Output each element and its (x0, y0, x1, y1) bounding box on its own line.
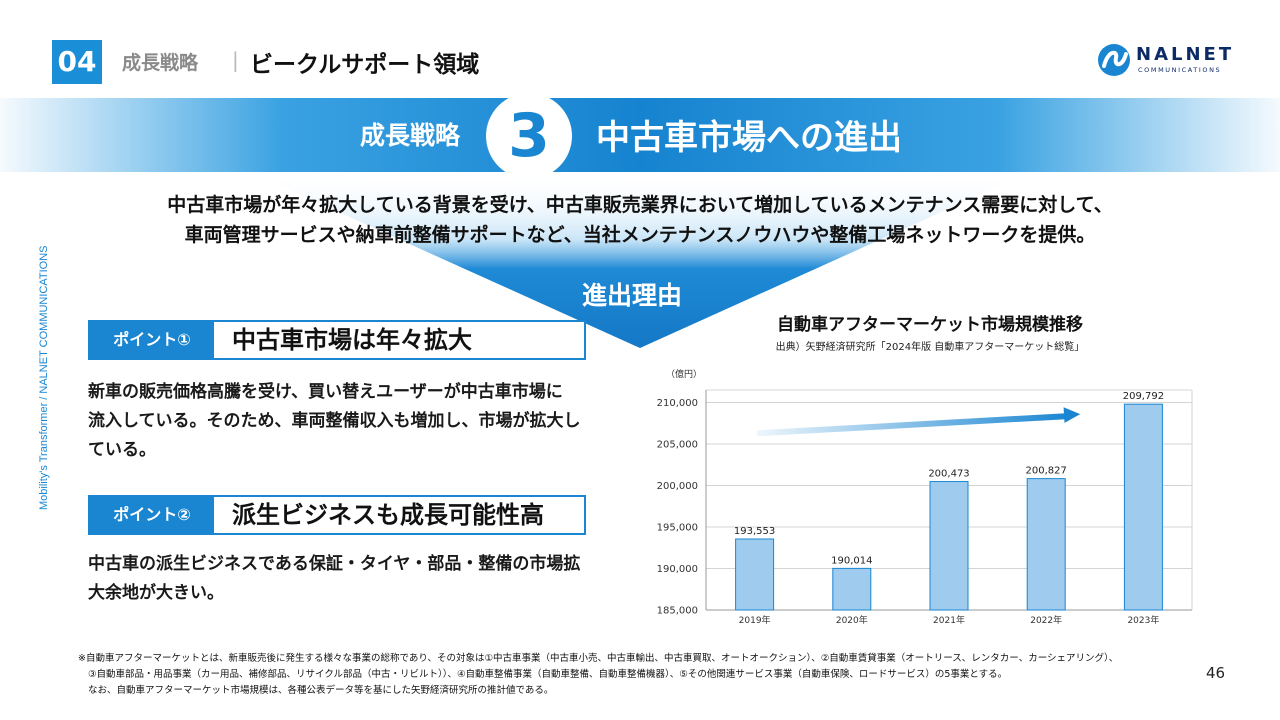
body-line: 中古車の派生ビジネスである保証・タイヤ・部品・整備の市場拡 (88, 554, 581, 574)
data-label: 209,792 (1123, 391, 1164, 402)
funnel-graphic (250, 172, 1030, 348)
strategy-number-circle: 3 (486, 93, 572, 179)
bar (832, 567, 872, 611)
footnote-line: ※自動車アフターマーケットとは、新車販売後に発生する様々な事業の総称であり、その… (78, 653, 1119, 664)
point-2-body: 中古車の派生ビジネスである保証・タイヤ・部品・整備の市場拡 大余地が大きい。 (88, 550, 598, 608)
point-1-heading: 中古車市場は年々拡大 (232, 326, 472, 354)
x-tick-label: 2023年 (1127, 614, 1159, 626)
point-1-body: 新車の販売価格高騰を受け、買い替えユーザーが中古車市場に 流入している。そのため… (88, 378, 598, 465)
y-tick-label: 210,000 (657, 398, 698, 409)
trend-arrow-head (1063, 407, 1081, 423)
intro-line: 中古車市場が年々拡大している背景を受け、中古車販売業界において増加しているメンテ… (167, 194, 1113, 216)
y-tick-label: 200,000 (657, 481, 698, 492)
reason-label: 進出理由 (582, 281, 683, 310)
y-tick-label: 205,000 (657, 439, 698, 450)
header-separator: | (232, 48, 239, 72)
nalnet-logo: NALNET COMMUNICATIONS (1096, 40, 1236, 80)
point-2-tag: ポイント② (90, 497, 214, 533)
strategy-banner (0, 98, 1280, 172)
page-number: 46 (1206, 664, 1226, 682)
point-1-tag: ポイント① (90, 322, 214, 358)
y-tick-label: 185,000 (657, 606, 698, 617)
banner-label: 成長戦略 (360, 121, 461, 150)
point-1-box: ポイント① 中古車市場は年々拡大 (88, 320, 586, 360)
logo-name: NALNET (1136, 44, 1235, 65)
chart-unit-label: （億円） (666, 368, 702, 380)
logo-mark-icon (1098, 44, 1130, 76)
footnote-line: なお、自動車アフターマーケット市場規模は、各種公表データ等を基にした矢野経済研究… (88, 685, 554, 696)
point-2-box: ポイント② 派生ビジネスも成長可能性高 (88, 495, 586, 535)
body-line: 新車の販売価格高騰を受け、買い替えユーザーが中古車市場に (88, 382, 563, 402)
trend-arrow-line (756, 413, 1072, 437)
body-line: ている。 (88, 440, 156, 460)
intro-line: 車両管理サービスや納車前整備サポートなど、当社メンテナンスノウハウや整備工場ネッ… (184, 224, 1096, 246)
footnote: ※自動車アフターマーケットとは、新車販売後に発生する様々な事業の総称であり、その… (78, 651, 1188, 699)
chart-title: 自動車アフターマーケット市場規模推移 (777, 315, 1083, 335)
section-number-badge: 04 (52, 40, 102, 84)
data-label: 193,553 (734, 526, 775, 537)
bar (1026, 478, 1066, 611)
data-label: 200,827 (1026, 466, 1067, 477)
bar (1123, 403, 1163, 611)
body-line: 大余地が大きい。 (88, 583, 224, 603)
x-tick-label: 2021年 (933, 614, 965, 626)
bar (735, 538, 775, 611)
x-tick-label: 2022年 (1030, 614, 1062, 626)
x-tick-label: 2019年 (739, 614, 771, 626)
data-label: 200,473 (928, 469, 969, 480)
page-title: ビークルサポート領域 (250, 52, 480, 78)
banner-title: 中古車市場への進出 (596, 118, 902, 158)
y-tick-label: 190,000 (657, 564, 698, 575)
x-tick-label: 2020年 (836, 614, 868, 626)
body-line: 流入している。そのため、車両整備収入も増加し、市場が拡大し (88, 411, 581, 431)
logo-subtitle: COMMUNICATIONS (1138, 66, 1222, 74)
data-label: 190,014 (831, 555, 872, 566)
intro-text: 中古車市場が年々拡大している背景を受け、中古車販売業界において増加しているメンテ… (100, 190, 1180, 250)
y-tick-label: 195,000 (657, 522, 698, 533)
market-size-chart: （億円） 185,000 190,000 195,000 200,000 205,000 2… (657, 368, 1193, 626)
chart-source: 出典）矢野経済研究所「2024年版 自動車アフターマーケット総覧」 (775, 342, 1085, 353)
bar (929, 481, 969, 611)
header-category: 成長戦略 (122, 52, 199, 74)
point-2-heading: 派生ビジネスも成長可能性高 (232, 501, 544, 529)
footnote-line: ③自動車部品・用品事業（カー用品、補修部品、リサイクル部品（中古・リビルト））、… (88, 669, 1008, 680)
